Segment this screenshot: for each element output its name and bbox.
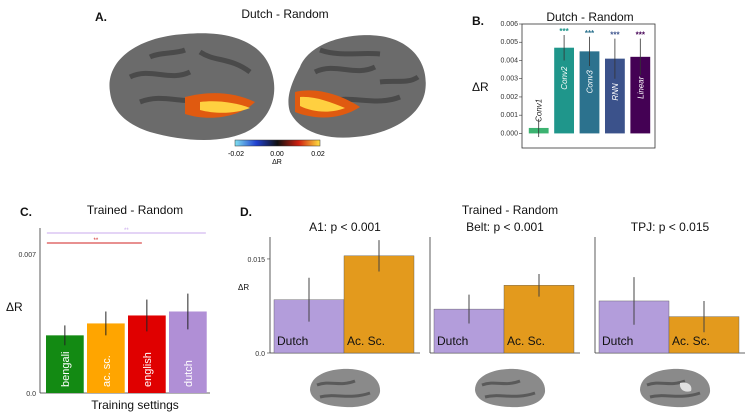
panel-c-title: Trained - Random: [86, 203, 184, 217]
brain-surface-figure: -0.02 0.00 0.02 ΔR: [109, 33, 426, 166]
chart-b-significance: ***: [610, 31, 620, 40]
panel-a-letter: A.: [95, 10, 107, 24]
chart-b-significance: ***: [636, 31, 646, 40]
chart-b-bar-label: RNN: [611, 83, 620, 101]
chart-d: A1: p < 0.001 0.0 0.015 Dutch Ac. Sc. Belt: p…: [247, 220, 745, 358]
chart-b-bar-5: [630, 56, 651, 134]
chart-b-ytick-label: 0.004: [500, 57, 518, 64]
chart-c: 0.0 0.007 bengali ac. sc. english dutch ** **: [18, 228, 210, 398]
chart-c-sig-label-purple: **: [124, 228, 129, 234]
chart-b-significance: ***: [585, 29, 595, 38]
chart-d-bar-label: Dutch: [602, 334, 633, 348]
colorbar-tick-3: 0.02: [311, 151, 325, 158]
chart-d-bar-label: Ac. Sc.: [672, 334, 710, 348]
chart-c-bar-label: ac. sc.: [101, 355, 113, 387]
chart-c-ytick-label: 0.007: [18, 252, 36, 259]
chart-d-bar-label: Ac. Sc.: [507, 334, 545, 348]
chart-c-bar-label: dutch: [183, 360, 195, 387]
left-hemisphere: [109, 33, 275, 140]
colorbar: [234, 139, 321, 147]
panel-b-letter: B.: [472, 14, 484, 28]
chart-b-ytick-label: 0.002: [500, 94, 518, 101]
chart-b-bar-label: Linear: [636, 76, 645, 99]
chart-b-frame: [521, 23, 656, 149]
panel-a-title: Dutch - Random: [241, 7, 329, 21]
panel-b-ylabel: ΔR: [472, 80, 489, 94]
panel-c-xlabel: Training settings: [91, 398, 179, 412]
chart-d-bar-label: Dutch: [437, 334, 468, 348]
chart-b-ytick-label: 0.000: [500, 130, 518, 137]
brain-inset-a1: [310, 368, 381, 408]
chart-c-bar-label: english: [142, 352, 154, 387]
chart-b-bar-2: [554, 47, 575, 134]
chart-d1-bar-acsc: [343, 255, 415, 354]
colorbar-label: ΔR: [272, 159, 282, 166]
chart-c-ytick-label: 0.0: [26, 391, 36, 398]
brain-inset-tpj: [640, 368, 711, 408]
chart-c-bar-label: bengali: [60, 352, 72, 387]
chart-b-bar-4: [604, 58, 625, 134]
colorbar-tick-1: -0.02: [228, 151, 244, 158]
chart-d3-title: TPJ: p < 0.015: [631, 220, 710, 234]
panel-c-ylabel: ΔR: [6, 300, 23, 314]
chart-b-ytick-label: 0.006: [500, 21, 518, 28]
chart-d1-title: A1: p < 0.001: [309, 220, 381, 234]
colorbar-tick-2: 0.00: [270, 151, 284, 158]
chart-b-bar-label: Conv3: [586, 70, 595, 94]
panel-c-letter: C.: [20, 205, 32, 219]
brain-inset-belt: [475, 368, 546, 408]
chart-b: 0.000 0.001 0.002 0.003 0.004 0.005 0.006 Conv1…: [500, 21, 656, 149]
chart-b-ytick-label: 0.003: [500, 76, 518, 83]
chart-b-ytick-label: 0.001: [500, 112, 518, 119]
chart-b-significance: ***: [559, 27, 569, 36]
chart-b-bar-3: [579, 51, 600, 134]
chart-b-ytick-label: 0.005: [500, 39, 518, 46]
panel-b-title: Dutch - Random: [546, 10, 634, 24]
panel-d-ylabel: ΔR: [238, 283, 250, 292]
chart-d-ytick-label: 0.0: [255, 351, 265, 358]
chart-c-sig-label-red: **: [94, 238, 99, 244]
chart-d-ytick-label: 0.015: [247, 257, 265, 264]
right-hemisphere: [288, 35, 426, 138]
chart-b-bar-label: Conv2: [560, 66, 569, 90]
chart-d-bar-label: Dutch: [277, 334, 308, 348]
panel-d-letter: D.: [240, 205, 252, 219]
chart-d-bar-label: Ac. Sc.: [347, 334, 385, 348]
chart-b-bar-label: Conv1: [535, 99, 544, 122]
chart-d2-title: Belt: p < 0.001: [466, 220, 544, 234]
panel-d-title: Trained - Random: [461, 203, 559, 217]
